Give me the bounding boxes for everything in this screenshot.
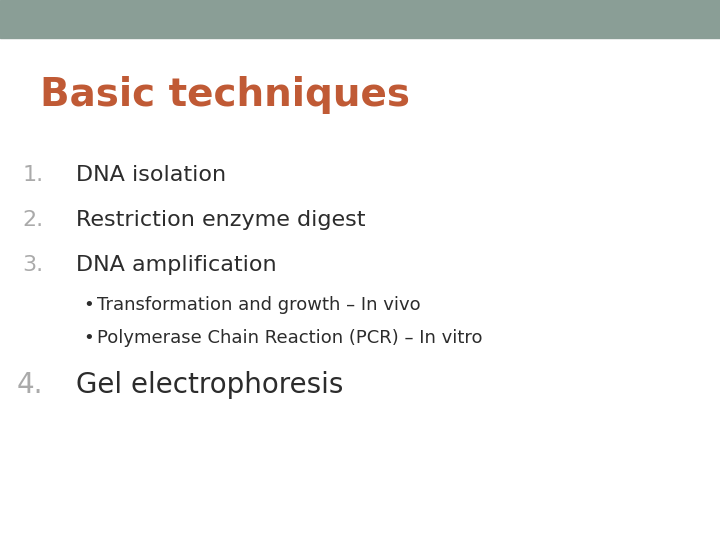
Text: 1.: 1.: [22, 165, 43, 185]
Text: 4.: 4.: [17, 371, 43, 399]
Text: Restriction enzyme digest: Restriction enzyme digest: [76, 210, 365, 230]
Text: DNA amplification: DNA amplification: [76, 255, 276, 275]
Text: Transformation and growth – In vivo: Transformation and growth – In vivo: [97, 296, 420, 314]
Text: 3.: 3.: [22, 255, 43, 275]
Text: Basic techniques: Basic techniques: [40, 76, 410, 114]
Text: Polymerase Chain Reaction (PCR) – In vitro: Polymerase Chain Reaction (PCR) – In vit…: [97, 329, 482, 347]
Text: •: •: [83, 296, 94, 314]
Text: 2.: 2.: [22, 210, 43, 230]
Text: DNA isolation: DNA isolation: [76, 165, 226, 185]
Text: Gel electrophoresis: Gel electrophoresis: [76, 371, 343, 399]
Bar: [0, 0, 720, 38]
Text: •: •: [83, 329, 94, 347]
